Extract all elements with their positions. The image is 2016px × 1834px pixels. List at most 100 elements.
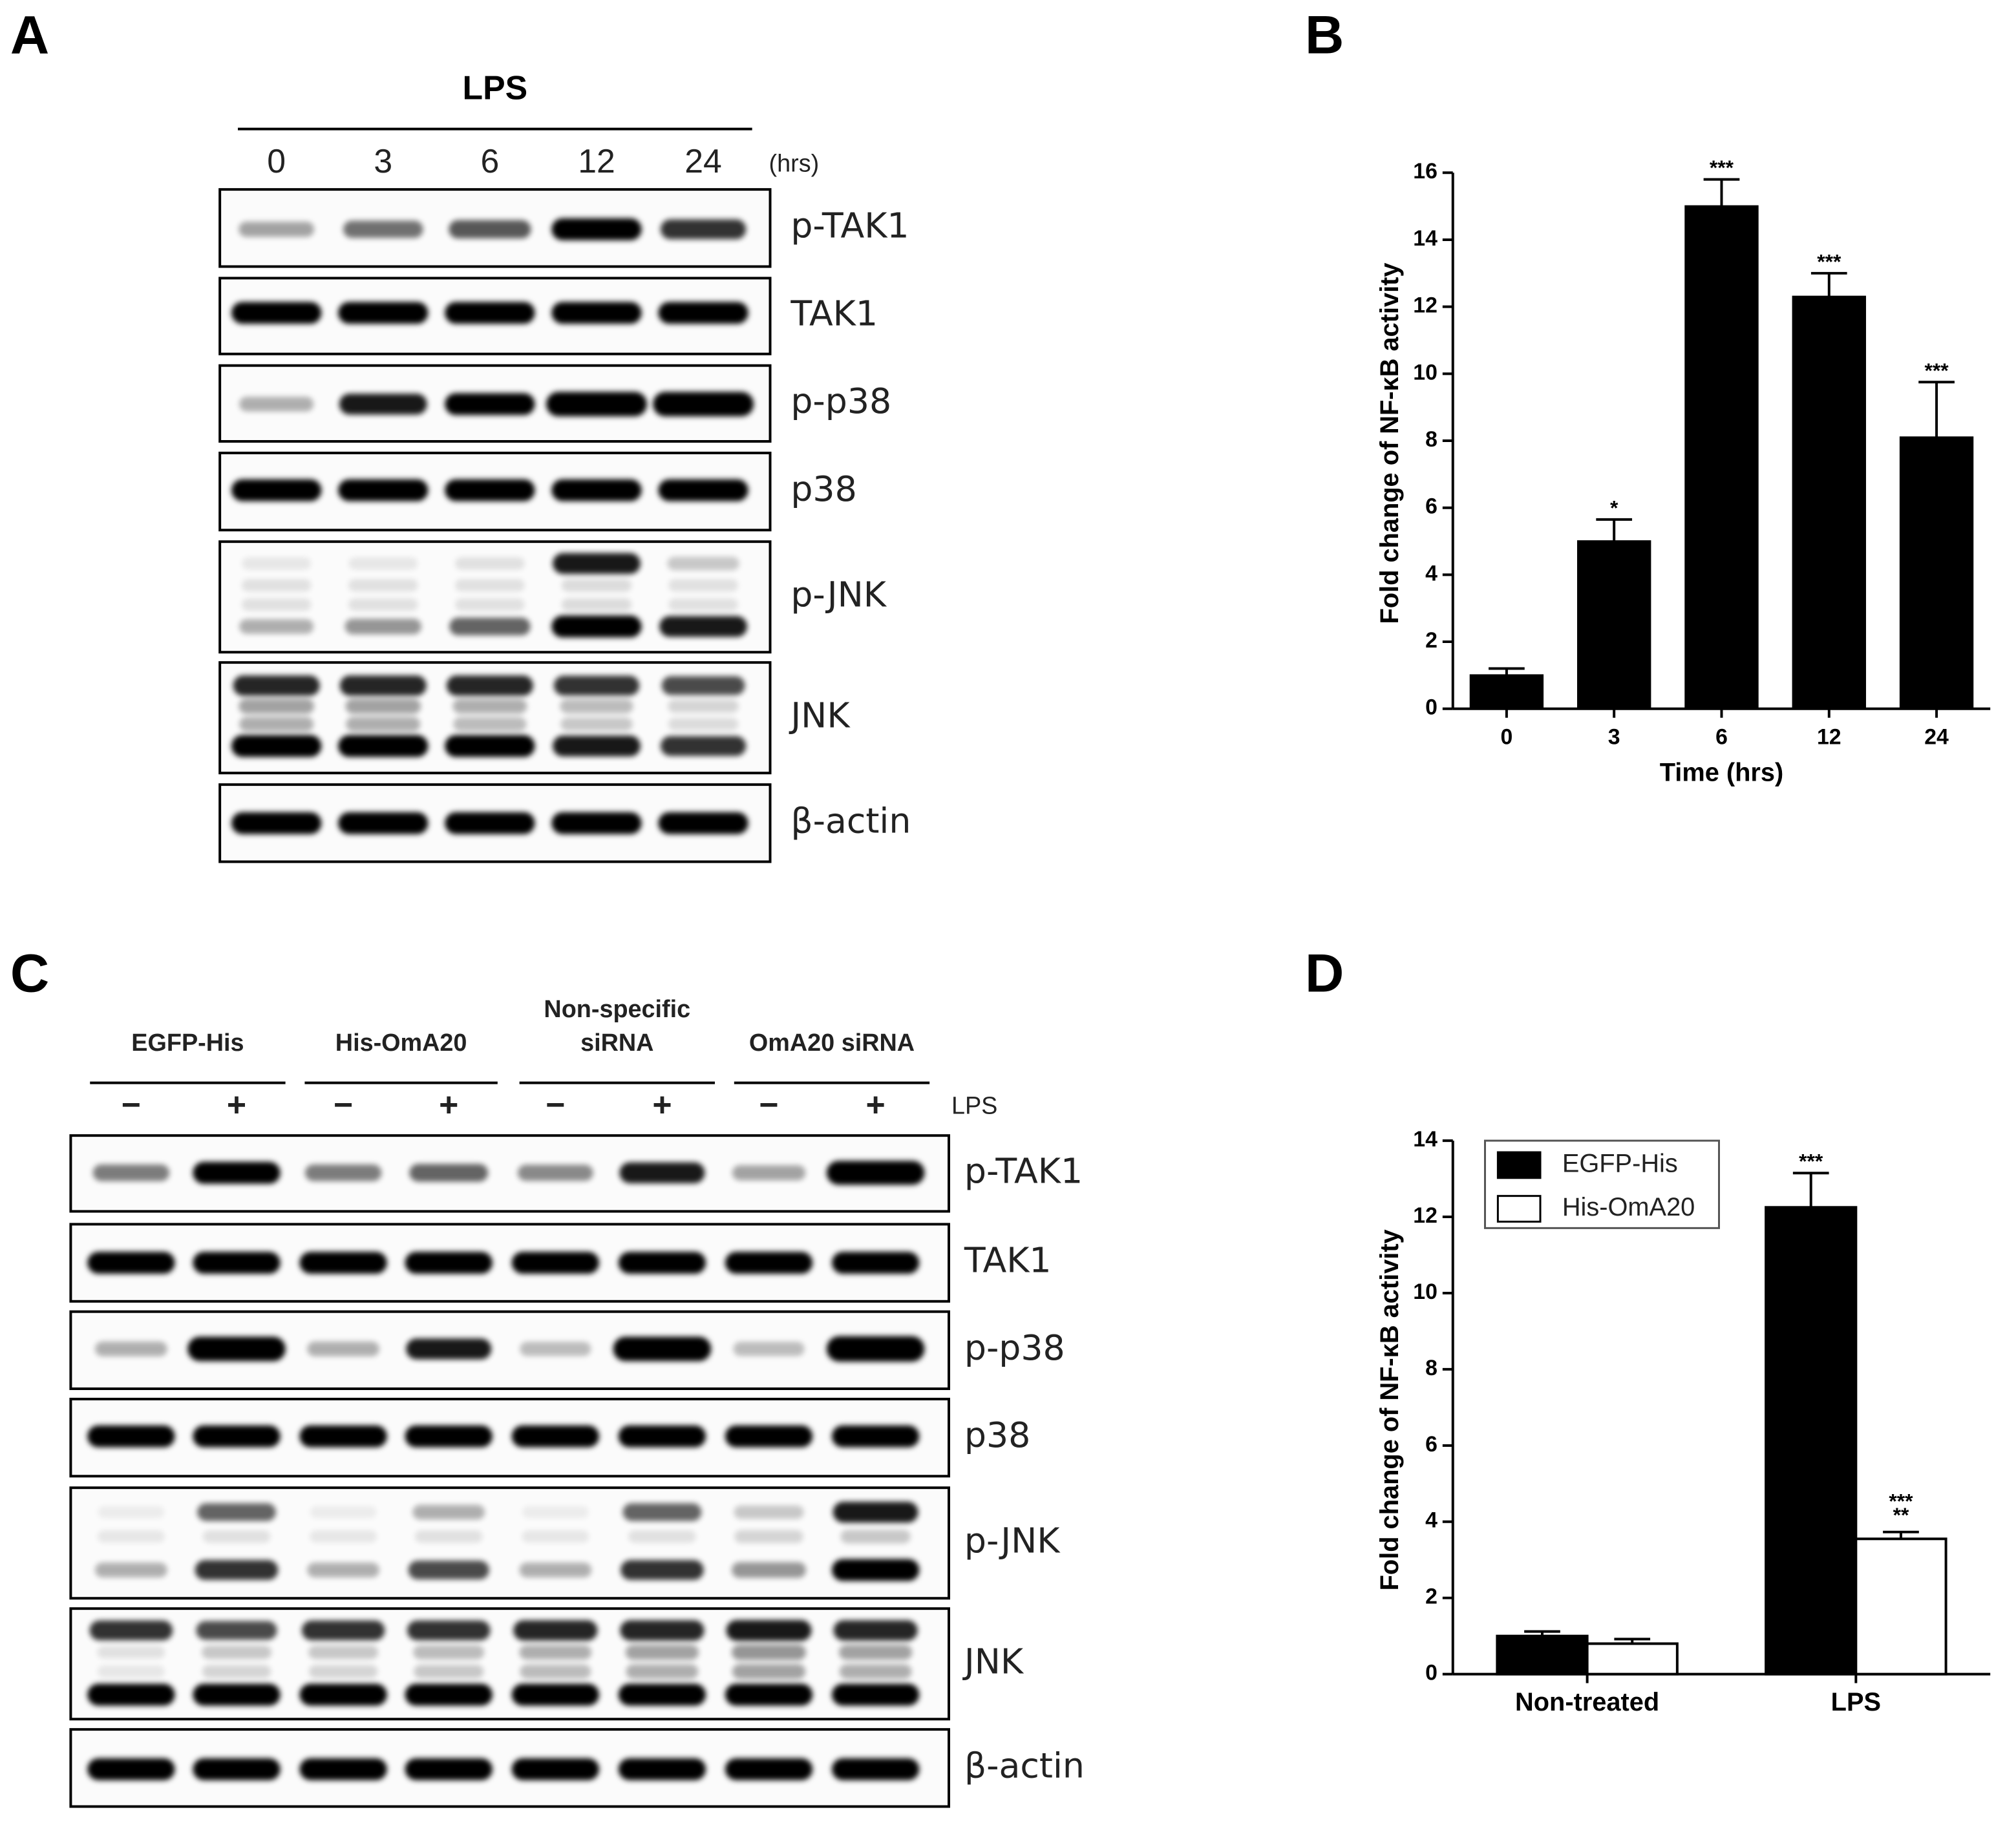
- blot-band: [406, 1338, 492, 1360]
- blot-row-label: p-TAK1: [790, 205, 909, 246]
- blot-band: [668, 579, 739, 592]
- blot-band: [551, 218, 642, 240]
- blot-band: [231, 735, 322, 757]
- blot-band: [307, 1563, 379, 1577]
- blot-band: [193, 1425, 281, 1448]
- blot-band: [833, 1501, 918, 1523]
- blot-row-label: β-actin: [964, 1745, 1085, 1786]
- blot-band: [551, 812, 642, 834]
- time-unit: (hrs): [769, 150, 820, 177]
- blot-band: [304, 1164, 382, 1181]
- blot-band: [239, 699, 314, 714]
- y-tick-label: 0: [1425, 1661, 1438, 1685]
- x-tick-label: 6: [1715, 724, 1728, 749]
- blot-band: [445, 302, 535, 324]
- treatment-title: LPS: [463, 69, 528, 107]
- bar: [1854, 1537, 1947, 1676]
- blot-band: [97, 1530, 165, 1543]
- significance: ***: [1889, 1489, 1913, 1512]
- blot-band: [445, 735, 535, 757]
- y-tick-label: 2: [1425, 628, 1438, 653]
- x-tick-label: 0: [1500, 724, 1512, 749]
- blot-band: [202, 1665, 271, 1678]
- blot-band: [446, 675, 533, 696]
- blot-band: [840, 1530, 911, 1544]
- blot-band: [522, 1506, 589, 1519]
- lane-label: 6: [480, 142, 499, 180]
- significance: ***: [1817, 249, 1841, 273]
- lane-sign: −: [546, 1086, 565, 1123]
- blot-band: [346, 717, 421, 732]
- group-label: siRNA: [580, 1029, 653, 1057]
- blot-band: [310, 1506, 377, 1519]
- y-tick-label: 8: [1425, 427, 1438, 452]
- blot-band: [553, 675, 640, 696]
- blot-band: [560, 717, 633, 732]
- blot-band: [98, 1506, 165, 1519]
- blot-band: [449, 220, 531, 238]
- blot-band: [839, 1664, 912, 1679]
- blot-band: [348, 557, 418, 570]
- y-tick-label: 12: [1413, 1203, 1438, 1228]
- blot-band: [660, 736, 747, 756]
- blot-band: [551, 302, 642, 324]
- blot-band: [231, 812, 322, 834]
- blot-band: [511, 1683, 599, 1706]
- blot-band: [299, 1252, 387, 1274]
- blot-band: [519, 1563, 592, 1577]
- blot-band: [95, 1342, 167, 1356]
- blot-row-label: β-actin: [790, 800, 911, 841]
- blot-band: [452, 699, 527, 714]
- significance: **: [1893, 1503, 1909, 1526]
- blot-band: [653, 392, 754, 417]
- lane-label: 24: [684, 142, 722, 180]
- blot-band: [725, 1252, 813, 1274]
- panel-letter: C: [10, 943, 49, 1004]
- blot-band: [308, 1665, 378, 1678]
- x-tick-label: 24: [1924, 724, 1949, 749]
- blot-band: [201, 1645, 272, 1660]
- y-tick-label: 6: [1425, 494, 1438, 519]
- blot-band: [620, 1620, 705, 1641]
- lane-sign: +: [439, 1086, 458, 1123]
- blot-band: [310, 1530, 377, 1543]
- bar: [1684, 205, 1759, 710]
- blot-band: [187, 1336, 286, 1362]
- blot-band: [239, 222, 314, 237]
- y-tick-label: 12: [1413, 293, 1438, 318]
- blot-band: [89, 1620, 173, 1641]
- blot-band: [345, 699, 421, 714]
- blot-band: [445, 393, 535, 416]
- significance: ***: [1710, 156, 1734, 179]
- significance: *: [1610, 496, 1618, 519]
- blot-band: [338, 735, 429, 757]
- bar: [1765, 1206, 1858, 1676]
- blot-band: [734, 1530, 803, 1543]
- blot-band: [658, 302, 748, 324]
- blot-band: [197, 1503, 276, 1521]
- blot-band: [520, 1342, 591, 1356]
- blot-band: [517, 1165, 593, 1181]
- y-tick-label: 10: [1413, 1280, 1438, 1304]
- blot-band: [202, 1530, 271, 1543]
- y-tick-label: 14: [1413, 226, 1438, 251]
- blot-band: [668, 699, 739, 713]
- blot-band: [513, 1620, 598, 1641]
- blot-band: [833, 1620, 918, 1641]
- blot-band: [625, 1645, 699, 1660]
- blot-band: [339, 675, 427, 696]
- blot-band: [193, 1252, 281, 1274]
- blot-band: [338, 302, 429, 324]
- blot-band: [553, 553, 641, 574]
- y-tick-label: 4: [1425, 561, 1438, 585]
- blot-band: [299, 1425, 387, 1448]
- blot-band: [725, 1758, 813, 1780]
- blot-band: [413, 1645, 485, 1660]
- bar: [1586, 1642, 1679, 1676]
- blot-band: [231, 479, 322, 501]
- legend-label: His-OmA20: [1562, 1193, 1695, 1221]
- bar: [1792, 295, 1866, 710]
- blot-band: [414, 1530, 483, 1543]
- blot-band: [453, 717, 527, 732]
- blot-band: [87, 1425, 175, 1448]
